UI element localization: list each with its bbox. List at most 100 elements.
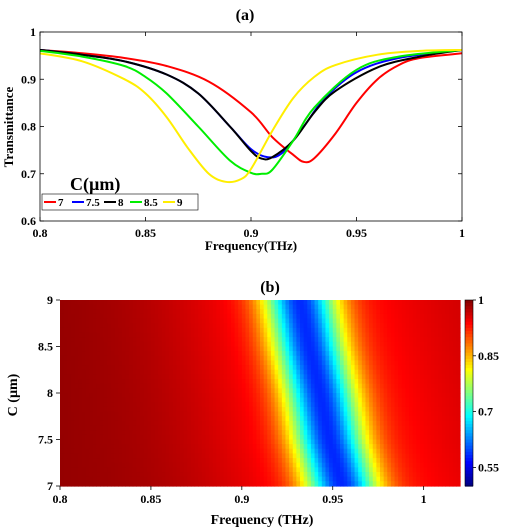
heatmap-cell [314, 393, 319, 399]
heatmap-cell [314, 467, 319, 473]
heatmap-cell [132, 332, 137, 338]
heatmap-cell [416, 406, 421, 413]
heatmap-cell [303, 448, 308, 455]
heatmap-cell [318, 369, 323, 375]
heatmap-cell [176, 360, 181, 366]
heatmap-cell [376, 411, 381, 417]
heatmap-cell [336, 383, 341, 389]
heatmap-cell [161, 397, 167, 403]
heatmap-cell [307, 434, 312, 441]
heatmap-cell [303, 351, 308, 357]
heatmap-cell [416, 365, 421, 371]
heatmap-cell [67, 462, 72, 468]
heatmap-cell [92, 411, 97, 417]
heatmap-cell [183, 393, 188, 399]
heatmap-cell [398, 360, 403, 366]
heatmap-cell [296, 448, 301, 455]
heatmap-cell [158, 355, 163, 362]
heatmap-cell [147, 481, 152, 487]
heatmap-cell [129, 309, 134, 315]
heatmap-cell [321, 453, 327, 459]
heatmap-cell [114, 351, 119, 357]
heatmap-cell [190, 388, 196, 394]
heatmap-cell [267, 467, 272, 473]
heatmap-cell [416, 341, 421, 348]
heatmap-cell [150, 425, 156, 431]
heatmap-cell [321, 332, 327, 338]
heatmap-cell [343, 393, 348, 399]
heatmap-cell [143, 476, 148, 482]
heatmap-cell [132, 323, 137, 329]
heatmap-cell [336, 365, 341, 371]
heatmap-cell [365, 406, 370, 413]
heatmap-cell [230, 369, 236, 375]
heatmap-cell [180, 304, 185, 310]
heatmap-cell [249, 337, 254, 343]
heatmap-cell [136, 323, 141, 329]
heatmap-cell [129, 411, 134, 417]
heatmap-cell [332, 346, 337, 352]
heatmap-cell [285, 425, 290, 431]
heatmap-cell [300, 351, 305, 357]
heatmap-cell [336, 337, 341, 343]
heatmap-cell [125, 332, 130, 338]
heatmap-cell [150, 332, 156, 338]
heatmap-cell [114, 337, 119, 343]
heatmap-cell [347, 406, 352, 413]
heatmap-cell [329, 360, 334, 366]
heatmap-cell [420, 406, 425, 413]
heatmap-cell [150, 467, 156, 473]
heatmap-cell [452, 323, 457, 329]
heatmap-cell [238, 341, 243, 348]
heatmap-cell [194, 420, 199, 427]
heatmap-cell [343, 318, 348, 324]
heatmap-cell [140, 300, 145, 306]
heatmap-cell [449, 462, 454, 468]
heatmap-cell [416, 411, 421, 417]
heatmap-cell [369, 411, 374, 417]
heatmap-cell [318, 406, 323, 413]
heatmap-cell [376, 402, 381, 408]
heatmap-cell [230, 462, 236, 468]
heatmap-cell [129, 430, 134, 436]
heatmap-cell [332, 355, 337, 362]
heatmap-cell [347, 337, 352, 343]
heatmap-cell [383, 476, 388, 482]
heatmap-cell [296, 434, 301, 441]
heatmap-cell [147, 458, 152, 464]
heatmap-cell [187, 402, 192, 408]
heatmap-cell [143, 411, 148, 417]
heatmap-cell [176, 481, 181, 487]
heatmap-cell [270, 439, 276, 445]
heatmap-cell [165, 448, 170, 455]
heatmap-cell [434, 453, 439, 459]
heatmap-cell [63, 337, 68, 343]
heatmap-cell [60, 467, 65, 473]
heatmap-cell [114, 332, 119, 338]
heatmap-cell [409, 365, 414, 371]
heatmap-cell [205, 416, 210, 422]
heatmap-cell [238, 304, 243, 310]
heatmap-cell [376, 318, 381, 324]
heatmap-cell [198, 397, 203, 403]
heatmap-cell [63, 388, 68, 394]
heatmap-cell [209, 351, 214, 357]
heatmap-cell [449, 402, 454, 408]
heatmap-cell [212, 379, 217, 385]
heatmap-cell [274, 318, 279, 324]
colorbar-segment [465, 473, 473, 478]
heatmap-cell [147, 406, 152, 413]
heatmap-cell [70, 300, 76, 306]
heatmap-cell [70, 476, 76, 482]
heatmap-cell [96, 393, 101, 399]
heatmap-cell [274, 300, 279, 306]
heatmap-cell [347, 458, 352, 464]
legend-box [41, 193, 199, 211]
heatmap-cell [350, 458, 356, 464]
heatmap-cell [372, 323, 377, 329]
heatmap-cell [249, 411, 254, 417]
heatmap-cell [183, 304, 188, 310]
heatmap-cell [365, 481, 370, 487]
heatmap-cell [245, 332, 250, 338]
heatmap-cell [274, 397, 279, 403]
